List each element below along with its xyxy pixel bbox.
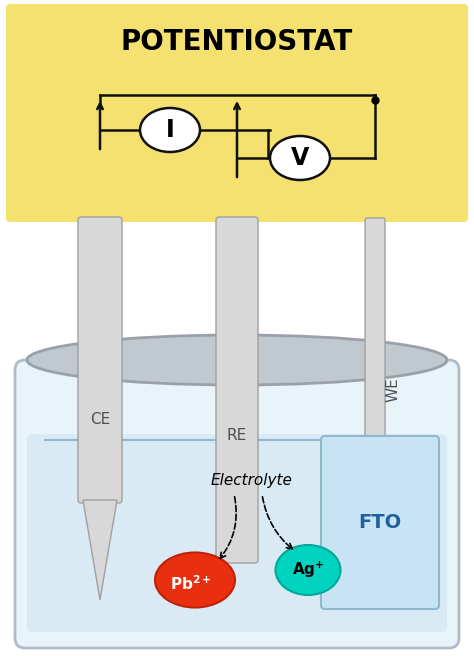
FancyBboxPatch shape	[15, 360, 459, 648]
Text: POTENTIOSTAT: POTENTIOSTAT	[121, 28, 353, 56]
Text: V: V	[291, 146, 309, 170]
Ellipse shape	[155, 552, 235, 607]
Text: CE: CE	[90, 413, 110, 428]
Text: Electrolyte: Electrolyte	[211, 472, 293, 487]
Ellipse shape	[270, 136, 330, 180]
FancyBboxPatch shape	[321, 436, 439, 609]
Ellipse shape	[140, 108, 200, 152]
Polygon shape	[83, 500, 117, 600]
Ellipse shape	[275, 545, 340, 595]
FancyBboxPatch shape	[6, 4, 468, 222]
FancyBboxPatch shape	[78, 217, 122, 503]
Text: RE: RE	[227, 428, 247, 443]
Ellipse shape	[27, 335, 447, 385]
Text: $\mathbf{Pb}^{\mathbf{2+}}$: $\mathbf{Pb}^{\mathbf{2+}}$	[170, 575, 212, 593]
Text: FTO: FTO	[358, 513, 401, 532]
FancyBboxPatch shape	[365, 218, 385, 452]
Text: WE: WE	[385, 378, 401, 402]
FancyBboxPatch shape	[27, 434, 447, 632]
Text: $\mathbf{Ag}^{\mathbf{+}}$: $\mathbf{Ag}^{\mathbf{+}}$	[292, 560, 324, 580]
Text: I: I	[165, 118, 174, 142]
FancyBboxPatch shape	[216, 217, 258, 563]
